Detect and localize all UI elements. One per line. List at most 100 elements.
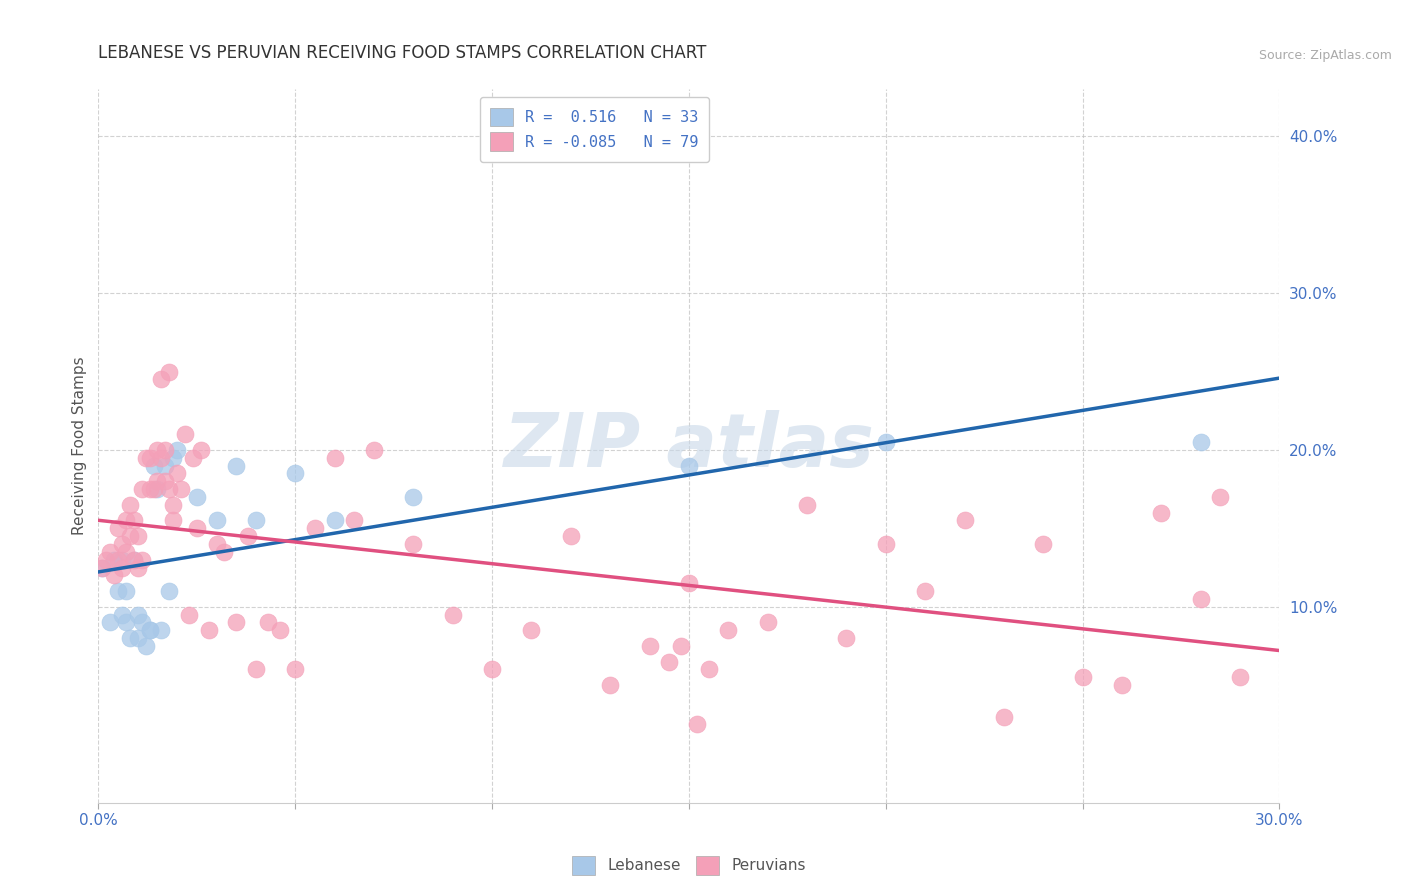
Point: [1209, 490, 1232, 504]
Point: [157, 482, 180, 496]
Point: [91, 560, 114, 574]
Point: [170, 482, 193, 496]
Point: [441, 607, 464, 622]
Point: [686, 717, 709, 731]
Point: [157, 364, 180, 378]
Point: [122, 514, 145, 528]
Point: [98, 615, 121, 630]
Point: [678, 458, 700, 473]
Point: [162, 450, 184, 465]
Point: [162, 514, 184, 528]
Point: [103, 552, 125, 566]
Point: [236, 529, 259, 543]
Point: [197, 624, 219, 638]
Point: [155, 442, 177, 457]
Point: [157, 584, 180, 599]
Point: [131, 552, 153, 566]
Point: [1150, 506, 1173, 520]
Point: [146, 475, 169, 489]
Point: [323, 450, 346, 465]
Point: [245, 514, 267, 528]
Point: [118, 631, 141, 645]
Text: LEBANESE VS PERUVIAN RECEIVING FOOD STAMPS CORRELATION CHART: LEBANESE VS PERUVIAN RECEIVING FOOD STAM…: [98, 45, 707, 62]
Point: [115, 615, 138, 630]
Point: [150, 450, 173, 465]
Point: [796, 498, 818, 512]
Point: [256, 615, 278, 630]
Point: [560, 529, 582, 543]
Text: ZIP atlas: ZIP atlas: [503, 409, 875, 483]
Point: [363, 442, 385, 457]
Point: [323, 514, 346, 528]
Point: [875, 537, 897, 551]
Point: [96, 552, 118, 566]
Point: [146, 482, 169, 496]
Point: [658, 655, 681, 669]
Point: [115, 514, 138, 528]
Point: [284, 467, 307, 481]
Point: [245, 663, 267, 677]
Point: [166, 467, 188, 481]
Point: [131, 615, 153, 630]
Point: [875, 435, 897, 450]
Point: [638, 639, 661, 653]
Point: [1189, 591, 1212, 606]
Point: [122, 552, 145, 566]
Point: [107, 521, 129, 535]
Point: [138, 624, 160, 638]
Point: [1229, 670, 1251, 684]
Point: [118, 498, 141, 512]
Point: [669, 639, 692, 653]
Point: [402, 537, 425, 551]
Point: [115, 584, 138, 599]
Point: [402, 490, 425, 504]
Point: [122, 552, 145, 566]
Point: [186, 521, 208, 535]
Point: [678, 576, 700, 591]
Point: [138, 624, 160, 638]
Point: [107, 584, 129, 599]
Point: [166, 442, 188, 457]
Point: [835, 631, 858, 645]
Point: [205, 514, 228, 528]
Point: [269, 624, 291, 638]
Point: [1071, 670, 1094, 684]
Text: Source: ZipAtlas.com: Source: ZipAtlas.com: [1258, 49, 1392, 62]
Point: [146, 442, 169, 457]
Point: [914, 584, 936, 599]
Point: [481, 663, 503, 677]
Legend: Lebanese, Peruvians: Lebanese, Peruvians: [567, 850, 811, 880]
Point: [520, 624, 543, 638]
Point: [107, 552, 129, 566]
Point: [284, 663, 307, 677]
Point: [111, 552, 134, 566]
Point: [304, 521, 326, 535]
Point: [127, 631, 149, 645]
Point: [186, 490, 208, 504]
Point: [111, 607, 134, 622]
Point: [756, 615, 779, 630]
Point: [115, 545, 138, 559]
Point: [697, 663, 720, 677]
Point: [181, 450, 204, 465]
Point: [131, 482, 153, 496]
Point: [135, 639, 157, 653]
Point: [138, 482, 160, 496]
Point: [91, 560, 114, 574]
Point: [214, 545, 236, 559]
Point: [98, 545, 121, 559]
Point: [993, 709, 1015, 723]
Point: [717, 624, 740, 638]
Point: [127, 529, 149, 543]
Point: [142, 458, 165, 473]
Point: [150, 372, 173, 386]
Point: [162, 498, 184, 512]
Point: [103, 568, 125, 582]
Point: [142, 482, 165, 496]
Point: [174, 427, 197, 442]
Point: [127, 607, 149, 622]
Point: [111, 537, 134, 551]
Point: [1032, 537, 1054, 551]
Point: [205, 537, 228, 551]
Point: [599, 678, 621, 692]
